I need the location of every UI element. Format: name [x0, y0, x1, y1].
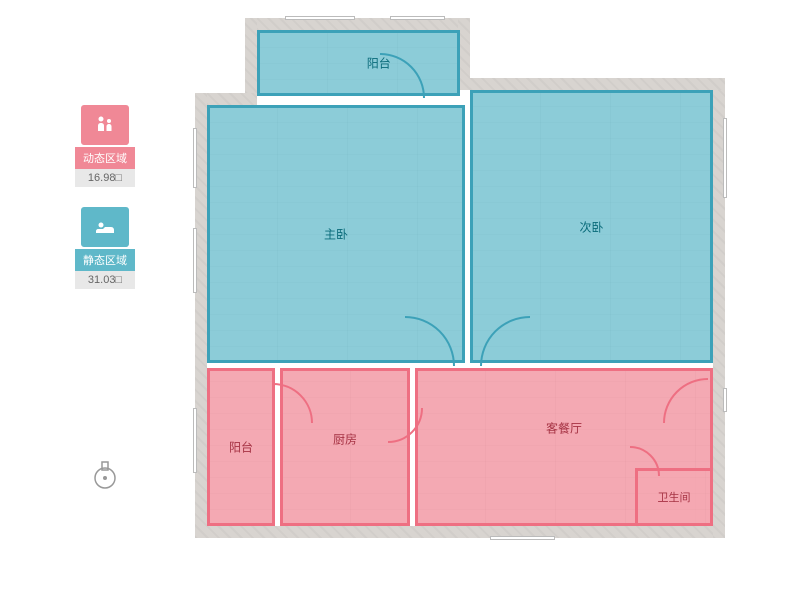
legend: 动态区域 16.98□ 静态区域 31.03□ — [75, 105, 135, 309]
legend-static-value: 31.03□ — [75, 271, 135, 289]
room-kitchen: 厨房 — [280, 368, 410, 526]
room-label: 卫生间 — [658, 489, 691, 505]
wall — [470, 78, 725, 90]
floorplan: 阳台 主卧 次卧 阳台 厨房 客餐厅 卫生间 — [195, 18, 725, 538]
window — [390, 16, 445, 20]
window — [285, 16, 355, 20]
room-label: 阳台 — [229, 439, 253, 456]
wall — [245, 18, 257, 93]
window — [193, 128, 197, 188]
window — [723, 118, 727, 198]
legend-static-label: 静态区域 — [75, 249, 135, 271]
room-label: 主卧 — [324, 226, 348, 243]
window — [193, 408, 197, 473]
rest-icon — [81, 207, 129, 247]
room-label: 客餐厅 — [546, 420, 582, 437]
room-label: 厨房 — [333, 431, 357, 448]
legend-dynamic: 动态区域 16.98□ — [75, 105, 135, 187]
legend-static: 静态区域 31.03□ — [75, 207, 135, 289]
compass-icon — [90, 460, 120, 490]
room-balcony-left: 阳台 — [207, 368, 275, 526]
room-balcony-top: 阳台 — [257, 30, 460, 96]
legend-dynamic-value: 16.98□ — [75, 169, 135, 187]
room-label: 次卧 — [579, 218, 603, 235]
room-second-bedroom: 次卧 — [470, 90, 713, 363]
room-bathroom: 卫生间 — [635, 468, 713, 526]
legend-dynamic-label: 动态区域 — [75, 147, 135, 169]
window — [193, 228, 197, 293]
window — [490, 536, 555, 540]
room-master-bedroom: 主卧 — [207, 105, 465, 363]
window — [723, 388, 727, 412]
wall — [195, 526, 725, 538]
people-icon — [81, 105, 129, 145]
room-label: 阳台 — [367, 55, 391, 72]
